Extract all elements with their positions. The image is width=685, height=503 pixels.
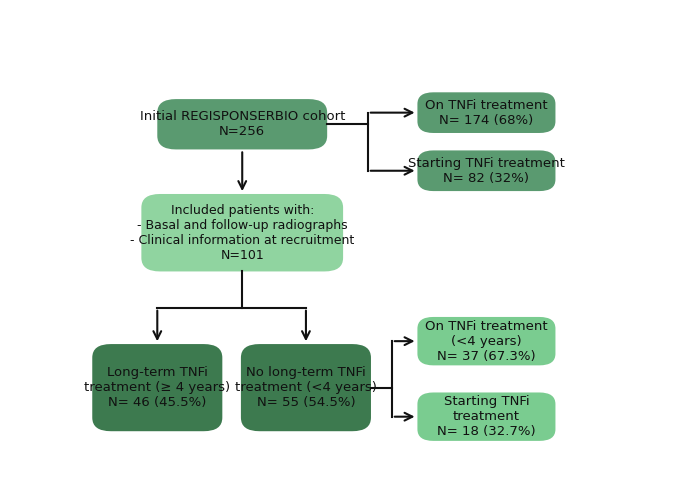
- Text: On TNFi treatment
(<4 years)
N= 37 (67.3%): On TNFi treatment (<4 years) N= 37 (67.3…: [425, 320, 548, 363]
- FancyBboxPatch shape: [417, 317, 556, 365]
- FancyBboxPatch shape: [417, 93, 556, 133]
- FancyBboxPatch shape: [417, 150, 556, 191]
- FancyBboxPatch shape: [92, 344, 223, 431]
- Text: Starting TNFi
treatment
N= 18 (32.7%): Starting TNFi treatment N= 18 (32.7%): [437, 395, 536, 438]
- Text: No long-term TNFi
treatment (<4 years)
N= 55 (54.5%): No long-term TNFi treatment (<4 years) N…: [235, 366, 377, 409]
- FancyBboxPatch shape: [158, 99, 327, 149]
- FancyBboxPatch shape: [241, 344, 371, 431]
- Text: Long-term TNFi
treatment (≥ 4 years)
N= 46 (45.5%): Long-term TNFi treatment (≥ 4 years) N= …: [84, 366, 230, 409]
- Text: Initial REGISPONSERBIO cohort
N=256: Initial REGISPONSERBIO cohort N=256: [140, 110, 345, 138]
- Text: On TNFi treatment
N= 174 (68%): On TNFi treatment N= 174 (68%): [425, 99, 548, 127]
- Text: Starting TNFi treatment
N= 82 (32%): Starting TNFi treatment N= 82 (32%): [408, 157, 565, 185]
- FancyBboxPatch shape: [417, 392, 556, 441]
- Text: Included patients with:
- Basal and follow-up radiographs
- Clinical information: Included patients with: - Basal and foll…: [130, 204, 354, 262]
- FancyBboxPatch shape: [141, 194, 343, 272]
